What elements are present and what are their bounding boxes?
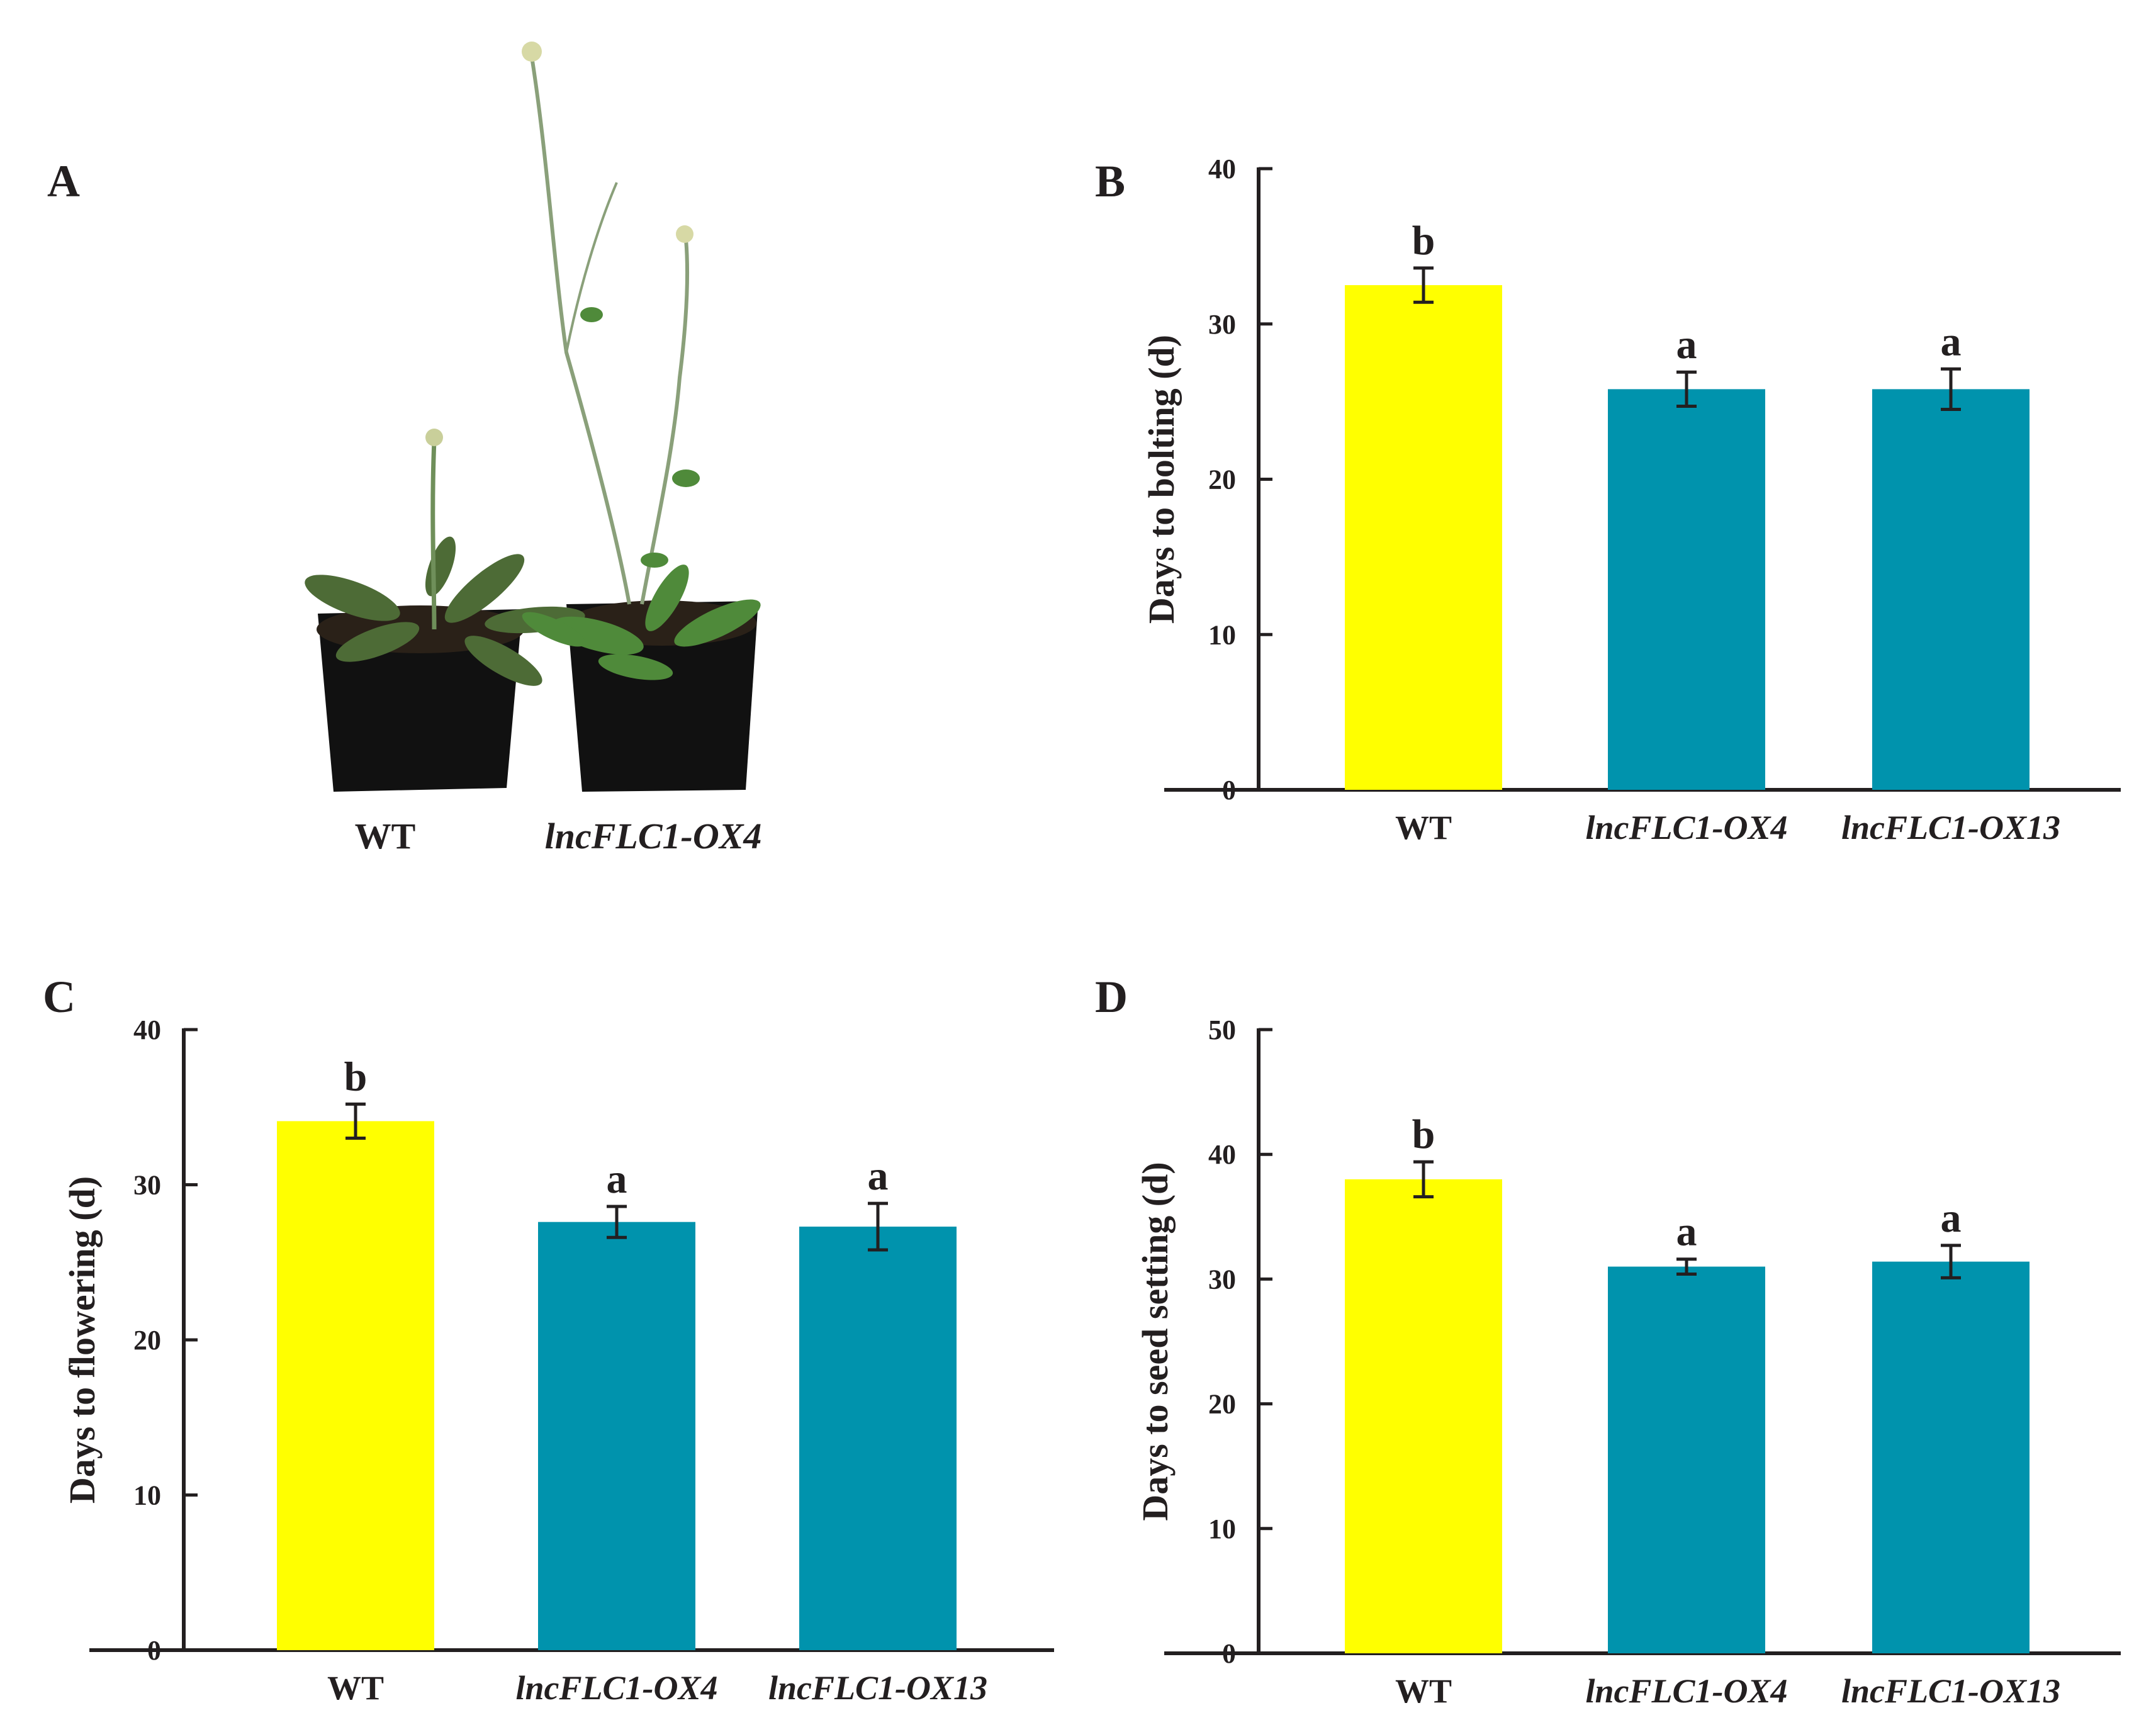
panel-letter-a: A [47, 156, 80, 206]
significance-label: b [1412, 218, 1435, 264]
bar-wt [1345, 1179, 1502, 1653]
bar-lncflc1-ox13 [1872, 1261, 2030, 1653]
significance-label: a [1676, 322, 1697, 368]
y-tick-label: 20 [1208, 1389, 1236, 1420]
panel-letter-c: C [43, 972, 76, 1022]
bar-lncflc1-ox13 [1872, 389, 2030, 790]
bar-lncflc1-ox13 [799, 1227, 957, 1650]
photo-label-ox4: lncFLC1-OX4 [545, 816, 762, 857]
category-label: WT [1395, 809, 1452, 846]
significance-label: b [1412, 1111, 1435, 1157]
y-tick-label: 20 [1208, 464, 1236, 495]
y-tick-label: 10 [133, 1480, 161, 1511]
y-tick-label: 30 [133, 1170, 161, 1201]
y-axis-label: Days to flowering (d) [62, 1176, 103, 1504]
panel-a: A [47, 42, 762, 857]
y-tick-label: 30 [1208, 309, 1236, 340]
y-tick-label: 30 [1208, 1264, 1236, 1295]
category-label: lncFLC1-OX4 [1585, 1672, 1787, 1710]
photo-label-wt: WT [355, 816, 416, 857]
category-label: lncFLC1-OX13 [1841, 809, 2060, 846]
y-tick-label: 40 [133, 1015, 161, 1045]
category-label: lncFLC1-OX13 [768, 1669, 987, 1707]
category-label: lncFLC1-OX13 [1841, 1672, 2060, 1710]
y-tick-label: 50 [1208, 1015, 1236, 1045]
rosette-ox4 [522, 565, 761, 680]
y-tick-label: 10 [1208, 619, 1236, 650]
bar-wt [1345, 285, 1502, 790]
category-label: lncFLC1-OX4 [1585, 809, 1787, 846]
y-tick-label: 0 [1222, 775, 1236, 806]
significance-label: b [344, 1054, 368, 1099]
category-label: WT [327, 1669, 384, 1707]
y-tick-label: 40 [1208, 154, 1236, 184]
significance-label: a [607, 1156, 627, 1202]
y-tick-label: 40 [1208, 1139, 1236, 1170]
panel-letter-d: D [1095, 972, 1128, 1022]
panel-b: B 0 10 20 30 40 Days to bolting (d) b WT a lncFLC… [1095, 154, 2121, 846]
bar-lncflc1-ox4 [538, 1222, 695, 1650]
significance-label: a [868, 1153, 889, 1199]
bar-lncflc1-ox4 [1608, 389, 1765, 790]
panel-d: D 0 10 20 30 40 50 Days to seed setting (d) b WT… [1095, 972, 2121, 1710]
y-tick-label: 20 [133, 1325, 161, 1356]
y-tick-label: 0 [147, 1635, 161, 1666]
significance-label: a [1676, 1209, 1697, 1255]
bar-wt [277, 1121, 434, 1650]
significance-label: a [1941, 318, 1962, 364]
y-axis-label: Days to bolting (d) [1141, 335, 1182, 624]
significance-label: a [1941, 1195, 1962, 1241]
category-label: WT [1395, 1672, 1452, 1710]
panel-letter-b: B [1095, 156, 1125, 206]
bar-lncflc1-ox4 [1608, 1266, 1765, 1653]
y-axis-label: Days to seed setting (d) [1135, 1162, 1176, 1520]
y-tick-label: 10 [1208, 1514, 1236, 1544]
category-label: lncFLC1-OX4 [515, 1669, 717, 1707]
panel-c: C 0 10 20 30 40 Days to flowering (d) b WT a lncF… [43, 972, 1054, 1707]
y-tick-label: 0 [1222, 1638, 1236, 1669]
plant-photo [305, 42, 761, 792]
